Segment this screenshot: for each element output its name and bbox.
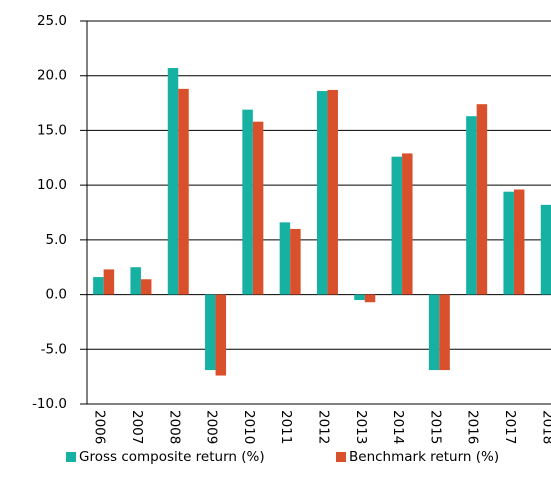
y-tick-label: -5.0 <box>41 341 67 357</box>
x-tick-label: 2006 <box>92 410 108 444</box>
bar <box>279 222 291 295</box>
y-tick-label: 0.0 <box>46 287 67 303</box>
x-tick-label: 2018 <box>539 410 551 444</box>
bar <box>476 104 488 295</box>
x-tick-label: 2011 <box>278 410 294 444</box>
bar <box>439 294 450 371</box>
x-tick-label: 2014 <box>390 410 406 444</box>
bar <box>140 279 152 295</box>
bar <box>130 267 141 295</box>
bar <box>354 294 365 301</box>
x-tick-label: 2015 <box>427 410 443 444</box>
bar <box>205 294 216 371</box>
x-tick-label: 2017 <box>502 410 518 444</box>
bar <box>513 189 525 295</box>
y-tick-label: -10.0 <box>32 396 67 412</box>
legend-label: Benchmark return (%) <box>349 449 499 465</box>
bar <box>402 153 413 295</box>
x-tick-label: 2009 <box>204 410 220 444</box>
x-tick-label: 2010 <box>241 410 257 444</box>
bar <box>540 204 551 295</box>
x-tick-label: 2016 <box>465 410 481 444</box>
bar <box>327 89 338 295</box>
bar <box>252 121 264 295</box>
x-tick-label: 2007 <box>129 410 145 444</box>
bar <box>290 228 301 295</box>
bar <box>93 277 104 295</box>
y-tick-label: 15.0 <box>37 122 67 138</box>
y-tick-label: 10.0 <box>37 177 67 193</box>
y-tick-label: 25.0 <box>37 13 67 29</box>
bar <box>503 191 514 295</box>
x-tick-label: 2013 <box>353 410 369 444</box>
bar <box>428 294 440 371</box>
bar <box>466 116 477 295</box>
x-tick-label: 2008 <box>166 410 182 444</box>
y-tick-label: 5.0 <box>46 232 67 248</box>
bar <box>364 294 376 303</box>
legend-swatch <box>336 452 346 462</box>
legend-swatch <box>66 452 76 462</box>
bar <box>103 269 115 295</box>
legend-label: Gross composite return (%) <box>79 449 265 465</box>
bar <box>215 294 227 376</box>
bar <box>391 156 403 295</box>
y-tick-label: 20.0 <box>37 68 67 84</box>
bar <box>316 91 328 295</box>
x-tick-label: 2012 <box>315 410 331 444</box>
bar <box>178 88 189 295</box>
bar <box>242 109 253 295</box>
bar <box>167 68 179 295</box>
